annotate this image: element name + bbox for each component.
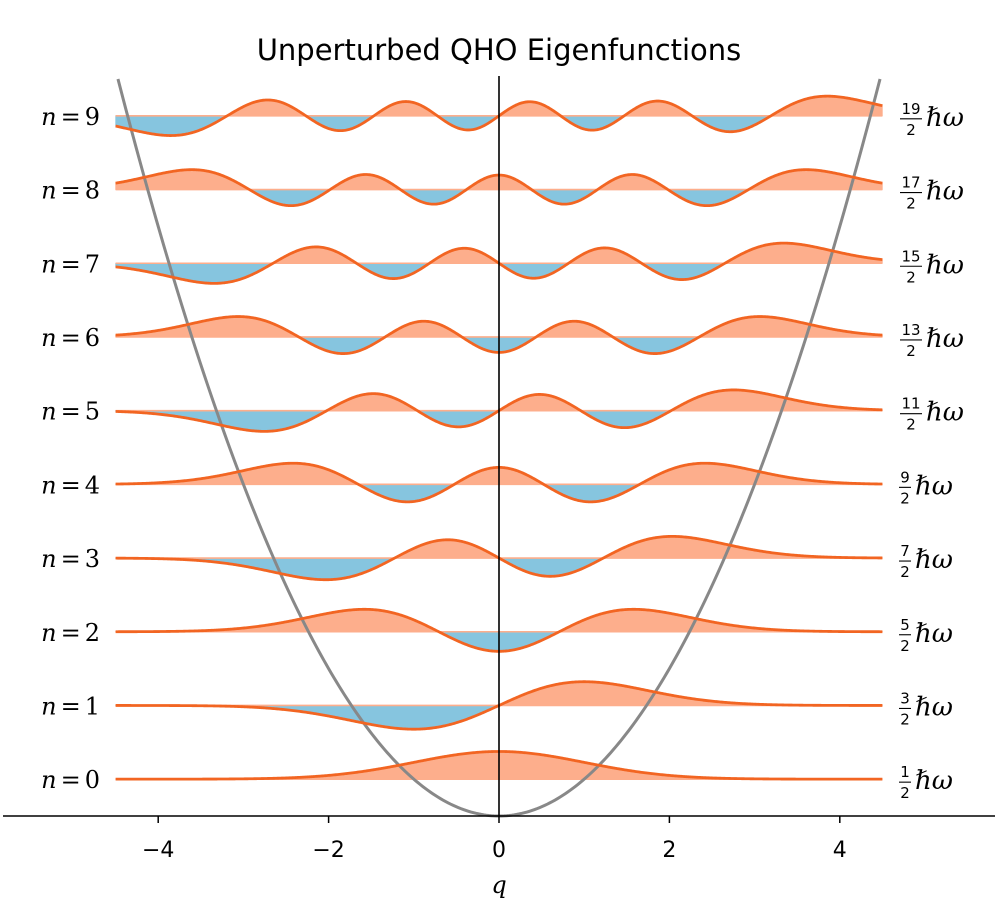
energy-numerator: 5 xyxy=(900,616,910,634)
energy-numerator: 3 xyxy=(900,689,910,707)
energy-unit: ℏω xyxy=(926,250,964,280)
energy-label-n4: 9 2 ℏω xyxy=(899,468,953,507)
energy-denominator: 2 xyxy=(906,342,916,360)
level-label-n8: n = 8 xyxy=(41,177,100,205)
energy-label-n7: 15 2 ℏω xyxy=(900,247,964,286)
energy-unit: ℏω xyxy=(926,177,964,207)
energy-denominator: 2 xyxy=(900,489,910,507)
energy-numerator: 19 xyxy=(901,100,920,118)
level-label-n5: n = 5 xyxy=(41,398,100,426)
energy-denominator: 2 xyxy=(906,121,916,139)
x-tick-label: 2 xyxy=(662,838,676,863)
energy-denominator: 2 xyxy=(906,416,916,434)
level-label-n1: n = 1 xyxy=(41,692,100,720)
energy-label-n5: 11 2 ℏω xyxy=(900,395,964,434)
energy-numerator: 11 xyxy=(901,395,920,413)
x-ticks: −4 −2 0 2 4 xyxy=(142,816,847,863)
energy-unit: ℏω xyxy=(926,398,964,428)
energy-unit: ℏω xyxy=(926,324,964,354)
energy-label-n8: 17 2 ℏω xyxy=(900,174,964,213)
energy-denominator: 2 xyxy=(906,195,916,213)
x-tick-label: −2 xyxy=(312,838,344,863)
energy-label-n3: 7 2 ℏω xyxy=(899,542,953,581)
energy-unit: ℏω xyxy=(915,766,953,796)
energy-denominator: 2 xyxy=(900,637,910,655)
energy-unit: ℏω xyxy=(915,471,953,501)
energy-unit: ℏω xyxy=(915,619,953,649)
x-axis-label: q xyxy=(491,871,506,899)
energy-label-n1: 3 2 ℏω xyxy=(899,689,953,728)
energy-numerator: 13 xyxy=(901,321,920,339)
energy-denominator: 2 xyxy=(906,268,916,286)
level-label-n6: n = 6 xyxy=(41,324,100,352)
energy-denominator: 2 xyxy=(900,710,910,728)
energy-unit: ℏω xyxy=(926,103,964,133)
level-labels: n = 0 n = 1 n = 2 n = 3 n = 4 n = 5 n = 6 n = 7 n = 8 n = 9 xyxy=(41,103,100,794)
energy-numerator: 15 xyxy=(901,247,920,265)
energy-label-n2: 5 2 ℏω xyxy=(899,616,953,655)
energy-denominator: 2 xyxy=(900,563,910,581)
energy-numerator: 7 xyxy=(900,542,910,560)
x-tick-label: −4 xyxy=(142,838,174,863)
energy-numerator: 1 xyxy=(900,763,910,781)
energy-label-n9: 19 2 ℏω xyxy=(900,100,964,139)
energy-label-n6: 13 2 ℏω xyxy=(900,321,964,360)
chart-title: Unperturbed QHO Eigenfunctions xyxy=(257,33,742,67)
level-label-n4: n = 4 xyxy=(41,471,100,499)
level-label-n0: n = 0 xyxy=(41,766,100,794)
x-tick-label: 4 xyxy=(833,838,847,863)
level-label-n7: n = 7 xyxy=(41,250,100,278)
energy-numerator: 9 xyxy=(900,468,910,486)
energy-unit: ℏω xyxy=(915,692,953,722)
energy-unit: ℏω xyxy=(915,545,953,575)
x-tick-label: 0 xyxy=(492,838,506,863)
energy-numerator: 17 xyxy=(901,174,920,192)
level-label-n2: n = 2 xyxy=(41,619,100,647)
level-label-n9: n = 9 xyxy=(41,103,100,131)
energy-labels: 1 2 ℏω 3 2 ℏω 5 2 ℏω 7 2 ℏω 9 2 ℏω 11 2 ℏω 13 2 ℏω 15 2 ℏω 17 2 ℏω… xyxy=(899,100,964,802)
energy-denominator: 2 xyxy=(900,784,910,802)
energy-label-n0: 1 2 ℏω xyxy=(899,763,953,802)
level-label-n3: n = 3 xyxy=(41,545,100,573)
